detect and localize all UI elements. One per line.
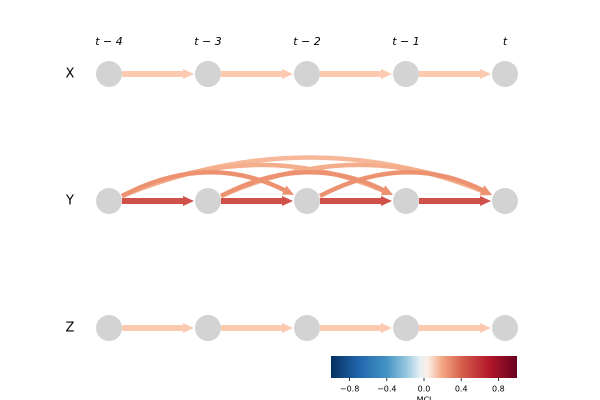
time-label: t − 2	[293, 35, 321, 48]
node	[393, 188, 419, 214]
time-label: t − 1	[392, 35, 420, 48]
colorbar-tick-label: 0.0	[418, 385, 431, 394]
colorbar	[331, 356, 517, 378]
node	[96, 61, 122, 87]
arrowhead	[282, 323, 293, 333]
time-label: t − 4	[95, 35, 123, 48]
arrowhead	[480, 323, 491, 333]
arrowhead	[183, 323, 194, 333]
arrowhead	[479, 185, 492, 195]
colorbar-tick-label: −0.8	[340, 385, 359, 394]
edge	[219, 170, 387, 198]
node	[195, 315, 221, 341]
arrowhead	[381, 323, 392, 333]
arrowhead	[380, 185, 393, 195]
arrowhead	[480, 196, 491, 206]
node	[492, 188, 518, 214]
arrowhead	[282, 196, 293, 206]
variable-label: Y	[65, 194, 74, 209]
colorbar-tick-label: 0.4	[455, 385, 468, 394]
node	[492, 315, 518, 341]
node	[393, 61, 419, 87]
time-label: t − 3	[194, 35, 222, 48]
arrowhead	[183, 69, 194, 79]
arrowhead	[381, 196, 392, 206]
arrowhead	[183, 196, 194, 206]
colorbar-label: MCI	[417, 396, 432, 400]
node	[294, 188, 320, 214]
nodes	[96, 61, 518, 341]
variable-label: X	[66, 67, 75, 82]
variable-label: Z	[66, 321, 75, 336]
colorbar-tick-label: 0.8	[492, 385, 505, 394]
node	[294, 61, 320, 87]
time-label: t	[503, 35, 508, 48]
edges	[120, 69, 492, 333]
node	[294, 315, 320, 341]
edge	[318, 170, 486, 198]
arrowhead	[282, 69, 293, 79]
arrowhead	[281, 185, 294, 195]
node	[195, 61, 221, 87]
edge	[120, 170, 288, 198]
node	[96, 315, 122, 341]
arrowhead	[381, 69, 392, 79]
node	[96, 188, 122, 214]
node	[393, 315, 419, 341]
node	[492, 61, 518, 87]
arrowhead	[480, 69, 491, 79]
colorbar-tick-label: −0.4	[377, 385, 396, 394]
node	[195, 188, 221, 214]
